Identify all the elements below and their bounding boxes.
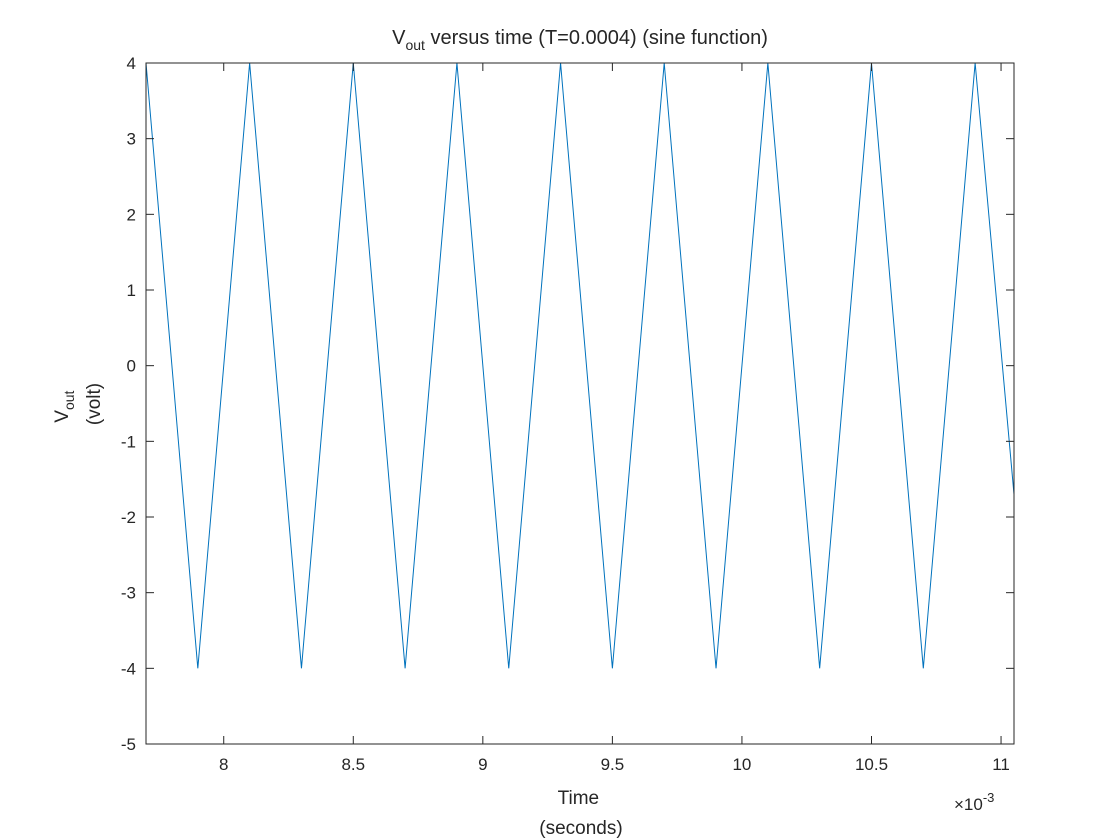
x-tick-label: 9.5 <box>601 755 625 774</box>
y-tick-label: -3 <box>121 584 136 603</box>
x-tick-label: 9 <box>478 755 487 774</box>
x-axis-label: Time (seconds) <box>539 788 622 839</box>
y-tick-label: -4 <box>121 659 136 678</box>
x-axis-label-line2: (seconds) <box>539 818 622 839</box>
y-tick-label: 4 <box>127 54 136 73</box>
x-axis-label-line1: Time <box>558 788 600 809</box>
x-tick-label: 8.5 <box>341 755 365 774</box>
x-tick-label: 10.5 <box>855 755 888 774</box>
x-tick-label: 10 <box>732 755 751 774</box>
y-tick-label: 2 <box>127 205 136 224</box>
x-tick-label: 11 <box>992 755 1010 774</box>
series-layer <box>145 62 1015 669</box>
y-axis-label-line1: Vout <box>52 390 77 422</box>
y-axis-label-line2: (volt) <box>84 383 105 425</box>
x-tick-label: 8 <box>219 755 228 774</box>
y-axis-label: Vout (volt) <box>52 383 105 425</box>
plot-area <box>146 63 1014 744</box>
y-tick-label: 3 <box>127 130 136 149</box>
y-tick-label: 1 <box>127 281 136 300</box>
y-tick-label: -5 <box>121 735 136 754</box>
y-tick-label: 0 <box>127 357 136 376</box>
y-tick-label: -2 <box>121 508 136 527</box>
chart-title: Vout versus time (T=0.0004) (sine functi… <box>392 27 768 53</box>
y-tick-label: -1 <box>121 432 136 451</box>
axes-box <box>145 62 1015 745</box>
x-axis-exponent: ×10-3 <box>954 790 994 814</box>
series-line-0 <box>145 62 1015 669</box>
